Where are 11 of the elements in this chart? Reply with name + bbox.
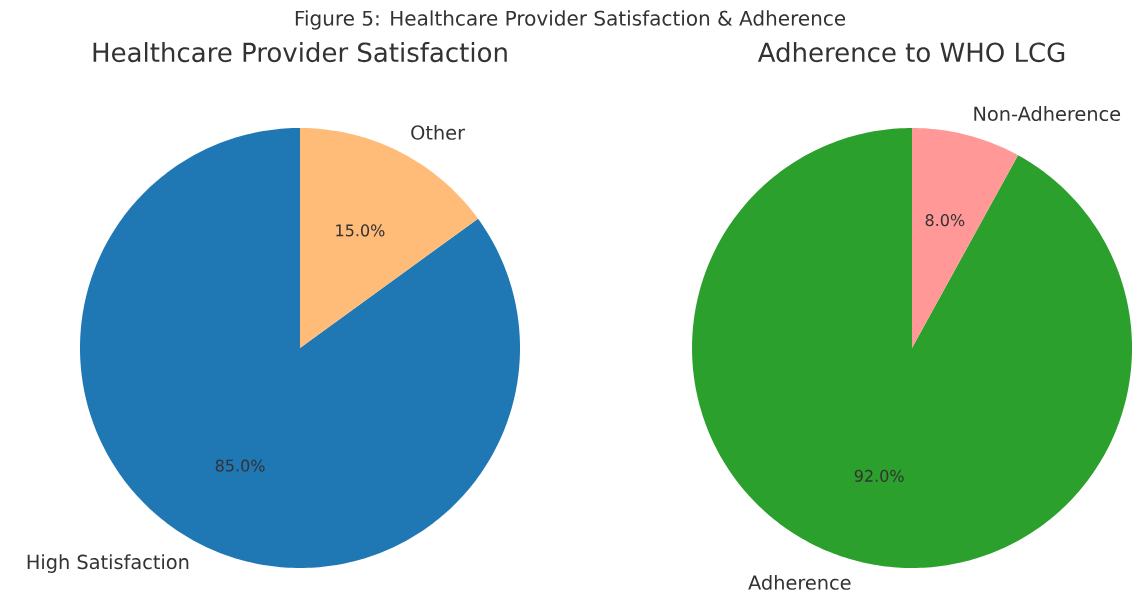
data-label: 15.0% xyxy=(336,224,385,237)
caption: Figure 5: Healthcare Provider Satisfaction & Adherence xyxy=(295,10,846,30)
slice-label: Non-Adherence xyxy=(974,106,1121,122)
data-label: 92.0% xyxy=(854,469,904,482)
data-label: 85.0% xyxy=(215,459,265,472)
chart-title: Adherence to WHO LCG xyxy=(757,42,1065,63)
chart-title: Healthcare Provider Satisfaction xyxy=(93,42,507,63)
slice-label: Adherence xyxy=(748,574,851,590)
data-label: 8.0% xyxy=(925,214,965,227)
slice-label: High Satisfaction xyxy=(27,554,189,573)
slice-label: Other xyxy=(411,124,466,140)
